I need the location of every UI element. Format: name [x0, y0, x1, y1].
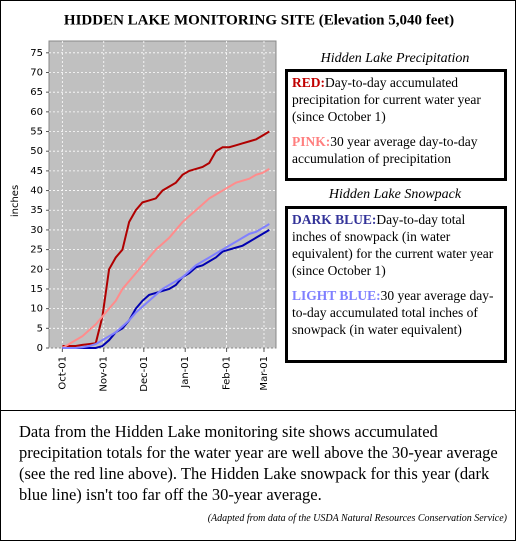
series-line [62, 223, 270, 349]
legend-entry: PINK:30 year average day-to-day accumula… [292, 133, 500, 167]
y-tick-label: 65 [30, 87, 43, 98]
y-tick-label: 55 [30, 127, 43, 138]
source: (Adapted from data of the USDA Natural R… [207, 513, 507, 524]
y-tick-label: 75 [30, 48, 43, 59]
y-tick-label: 25 [30, 245, 43, 256]
legend-title: Hidden Lake Precipitation [320, 51, 470, 66]
legend-label: PINK: [292, 134, 331, 149]
legend-description: Day-to-day accumulated precipitation for… [292, 75, 481, 124]
series-line [61, 168, 270, 349]
legend-label: LIGHT BLUE: [292, 288, 381, 303]
legend-box: RED:Day-to-day accumulated precipitation… [285, 69, 507, 181]
y-tick-label: 40 [30, 186, 43, 197]
legend-title: Hidden Lake Snowpack [328, 187, 462, 202]
chart-title: HIDDEN LAKE MONITORING SITE (Elevation 5… [64, 12, 454, 28]
series-line [62, 229, 270, 349]
legend-label: RED: [292, 75, 325, 90]
y-tick-label: 50 [30, 146, 43, 157]
x-tick-label: Oct-01 [57, 356, 68, 390]
y-tick-label: 20 [30, 264, 43, 275]
series-line [62, 130, 270, 348]
y-tick-label: 10 [30, 304, 43, 315]
y-tick-label: 45 [30, 166, 43, 177]
y-tick-label: 5 [37, 323, 43, 334]
legend-description: Day-to-day total inches of snowpack (in … [292, 212, 494, 278]
chart: HIDDEN LAKE MONITORING SITE (Elevation 5… [10, 12, 454, 392]
y-axis-label: inches [10, 185, 21, 217]
y-tick-label: 15 [30, 284, 43, 295]
y-tick-label: 30 [30, 225, 43, 236]
y-tick-label: 70 [30, 67, 43, 78]
caption: Data from the Hidden Lake monitoring sit… [19, 422, 498, 504]
legend-label: DARK BLUE: [292, 212, 377, 227]
legend-entry: LIGHT BLUE:30 year average day-to-day ac… [292, 287, 500, 338]
legend-description: 30 year average day-to-day accumulation … [292, 134, 478, 166]
x-tick-label: Jan-01 [180, 356, 191, 389]
legend-entry: RED:Day-to-day accumulated precipitation… [292, 74, 500, 125]
x-tick-label: Dec-01 [139, 356, 150, 392]
divider [1, 410, 515, 411]
plot-area [48, 40, 277, 349]
y-tick-label: 0 [37, 343, 43, 354]
x-tick-label: Nov-01 [99, 356, 110, 392]
y-tick-label: 60 [30, 107, 43, 118]
x-tick-label: Mar-01 [259, 356, 270, 391]
legend-description: 30 year average day-to-day accumulated t… [292, 288, 494, 337]
legend-box: DARK BLUE:Day-to-day total inches of sno… [285, 206, 507, 363]
x-tick-label: Feb-01 [222, 356, 233, 390]
legend-entry: DARK BLUE:Day-to-day total inches of sno… [292, 211, 500, 279]
y-tick-label: 35 [30, 205, 43, 216]
